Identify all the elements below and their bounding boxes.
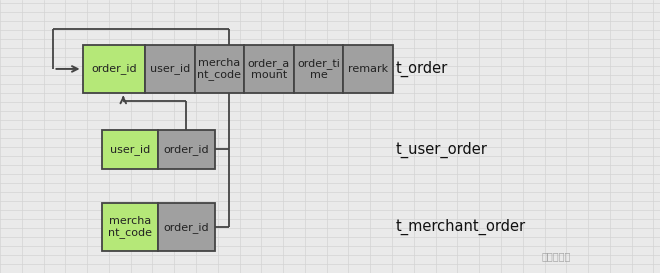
Text: user_id: user_id <box>110 144 150 155</box>
Bar <box>145 45 195 93</box>
Text: mercha
nt_code: mercha nt_code <box>197 58 242 80</box>
Bar <box>294 45 343 93</box>
Text: order_id: order_id <box>91 64 137 74</box>
Text: order_id: order_id <box>164 144 209 155</box>
Bar <box>158 130 215 169</box>
Text: t_merchant_order: t_merchant_order <box>396 219 526 235</box>
Bar <box>343 45 393 93</box>
Bar <box>82 45 145 93</box>
Text: user_id: user_id <box>150 64 190 74</box>
Text: order_a
mount: order_a mount <box>248 58 290 80</box>
Bar <box>158 203 215 251</box>
Text: t_user_order: t_user_order <box>396 141 488 158</box>
Text: 阿飞的博客: 阿飞的博客 <box>541 252 571 262</box>
Bar <box>244 45 294 93</box>
Bar <box>195 45 244 93</box>
Text: order_id: order_id <box>164 222 209 233</box>
Text: t_order: t_order <box>396 61 448 77</box>
Text: mercha
nt_code: mercha nt_code <box>108 216 152 238</box>
Text: remark: remark <box>348 64 388 74</box>
Text: order_ti
me: order_ti me <box>297 58 340 80</box>
Bar <box>102 130 158 169</box>
Bar <box>102 203 158 251</box>
